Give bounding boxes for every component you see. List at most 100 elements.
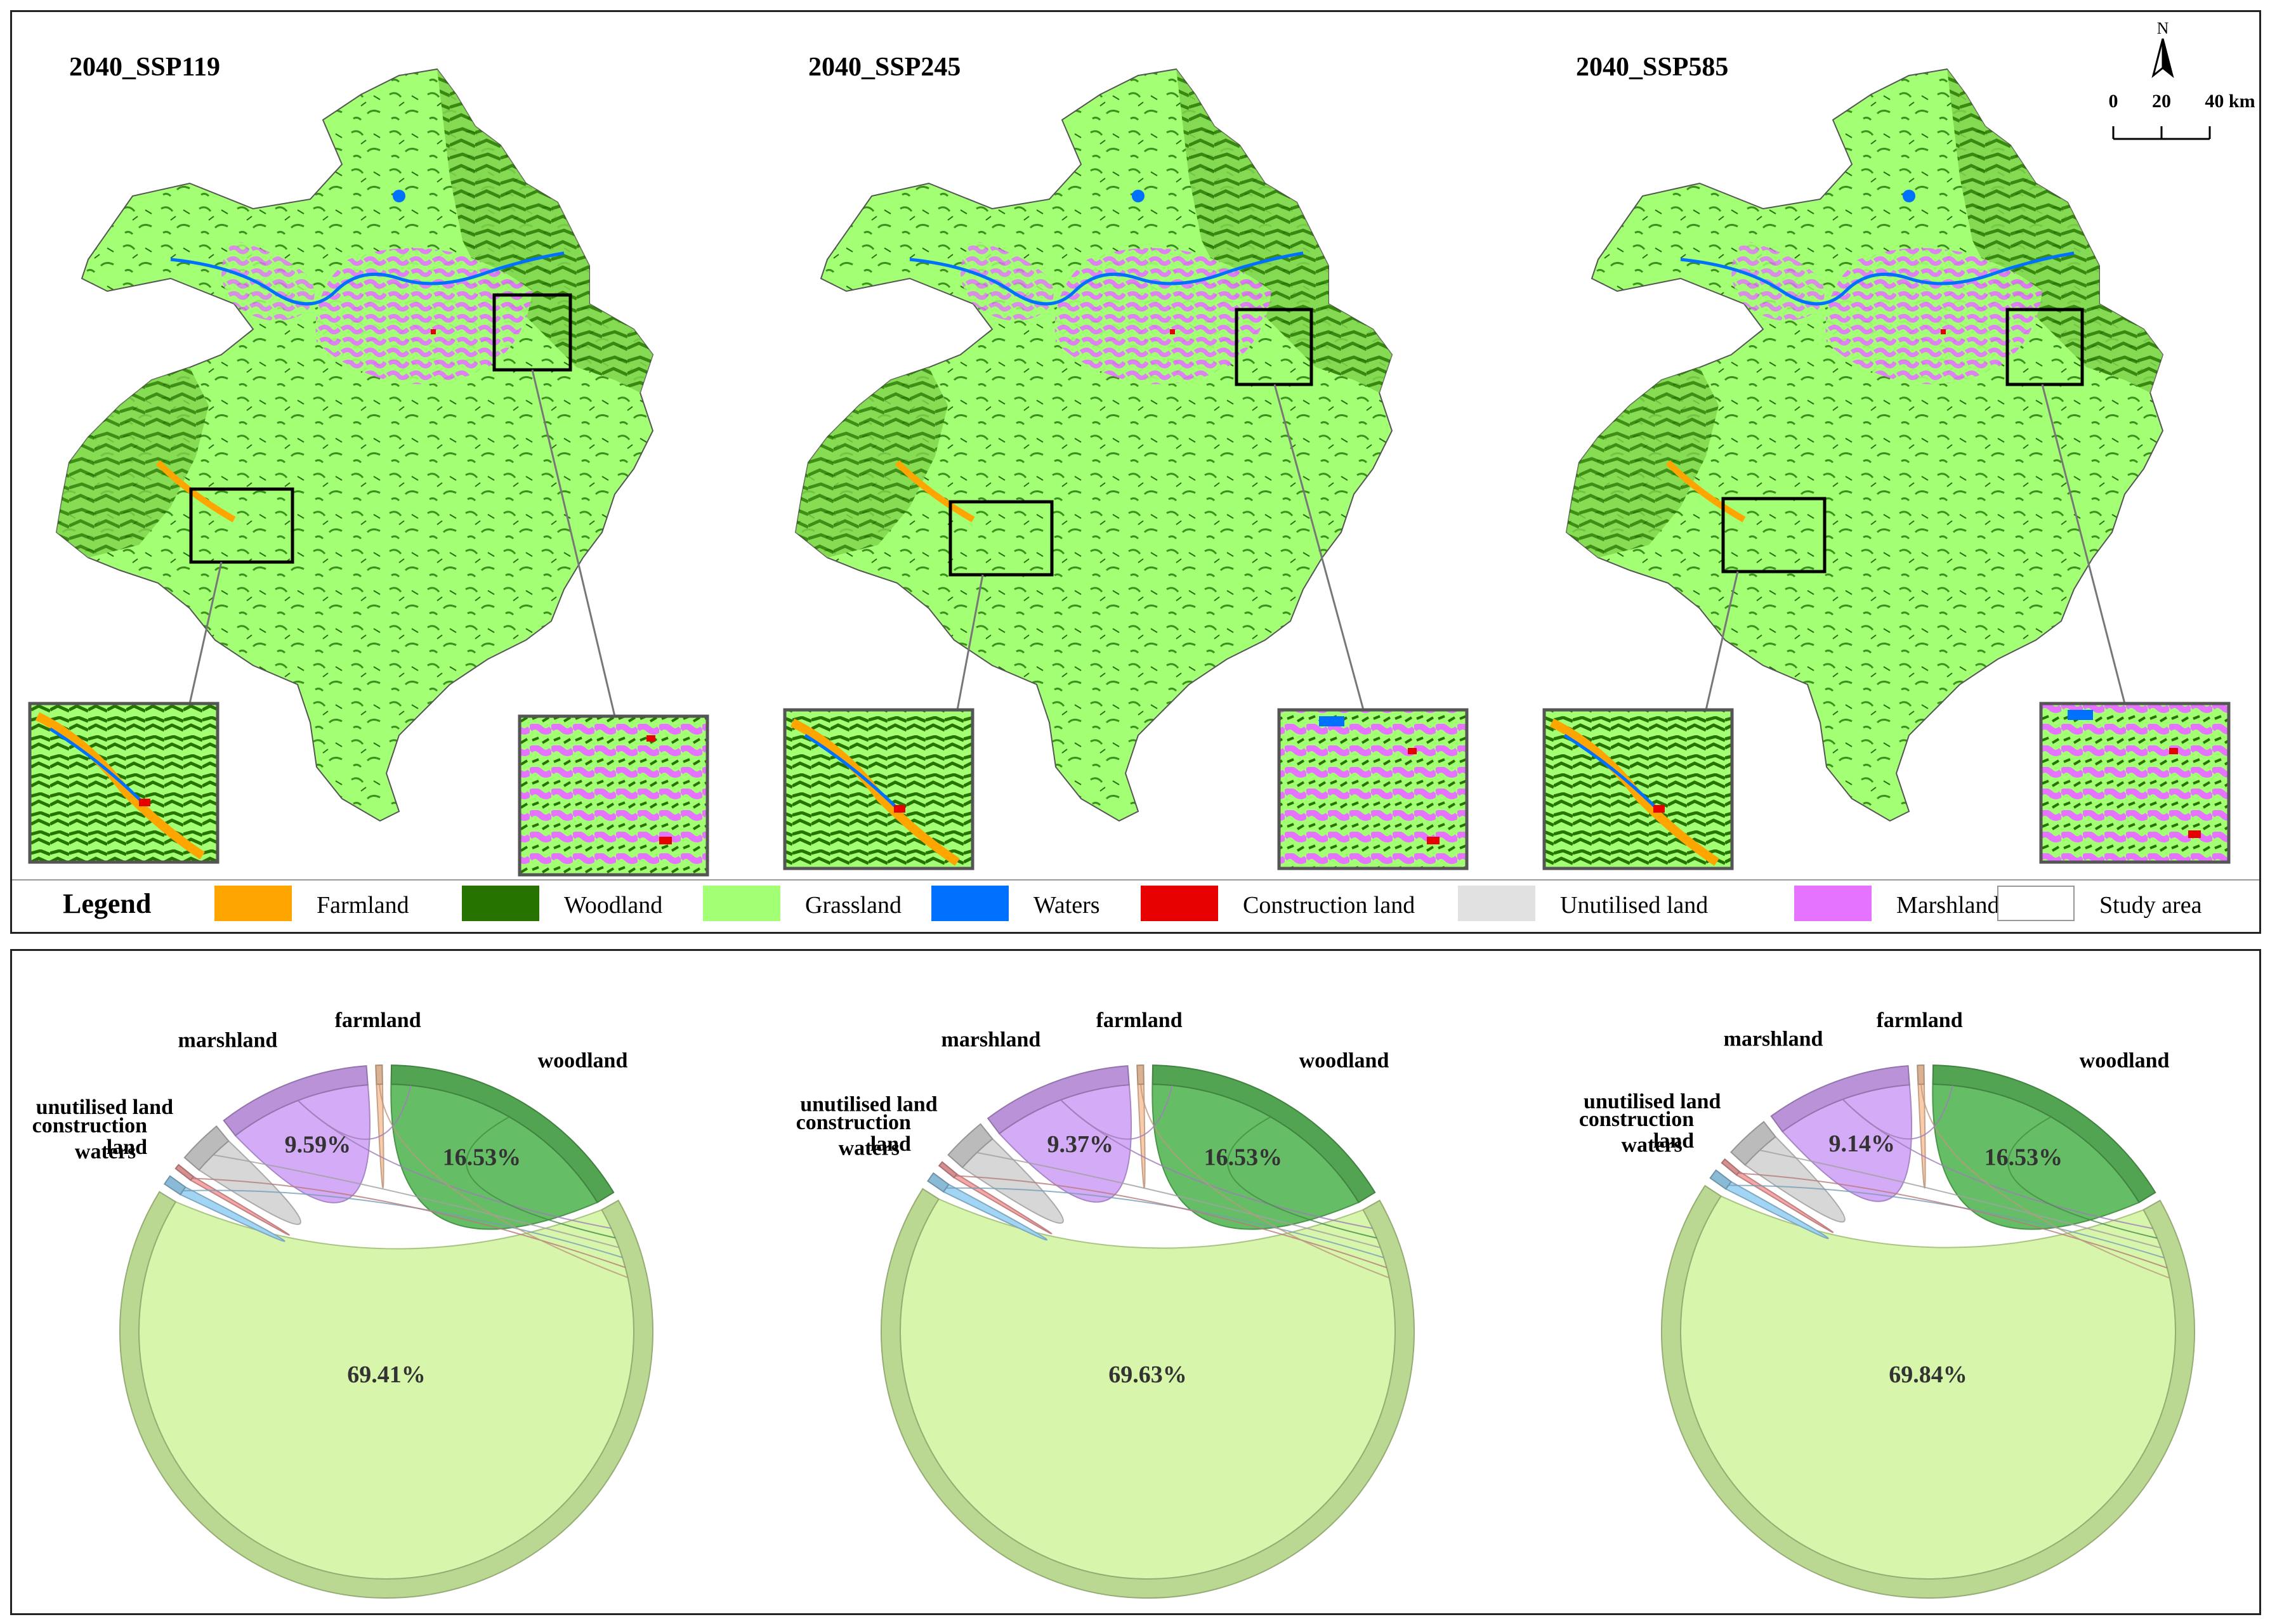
chord-arc-farmland [1136, 1064, 1145, 1085]
chord-label-woodland: woodland [1299, 1049, 1389, 1073]
chord-arc-woodland [390, 1064, 615, 1203]
chord-arc-waters [1709, 1169, 1733, 1190]
chord-arc-construction-land [174, 1163, 195, 1181]
legend-swatch-unutilised-land [1458, 886, 1535, 921]
chord-ribbon-marshland-to-woodland [1060, 1085, 1173, 1140]
zoom-set-ssp585 [1542, 308, 2231, 870]
scale-tick-40: 40 km [2205, 91, 2255, 112]
chord-arc-unutilised-land [1730, 1120, 1776, 1166]
legend-swatch-farmland [214, 886, 292, 921]
map-ssp119 [56, 69, 653, 822]
legend-title: Legend [63, 888, 151, 919]
chord-label-construction-land-0: construction [32, 1114, 147, 1137]
chord-ribbon-unutilised-land-to-grassland [976, 1151, 1381, 1248]
pct-label-woodland: 16.53% [1985, 1144, 2063, 1171]
pct-label-grassland: 69.84% [1889, 1361, 1967, 1388]
chord-arc-marshland [1770, 1065, 1910, 1133]
map-title-ssp245: 2040_SSP245 [808, 53, 961, 82]
legend-label-construction-land: Construction land [1243, 892, 1415, 919]
chord-label-waters: waters [75, 1140, 136, 1163]
chord-arc-construction-land [938, 1161, 958, 1179]
legend-label-woodland: Woodland [564, 892, 662, 919]
pct-label-grassland: 69.63% [1108, 1361, 1187, 1388]
pct-label-marshland: 9.37% [1047, 1131, 1113, 1158]
legend-label-unutilised-land: Unutilised land [1560, 892, 1708, 919]
scale-bar: 0 20 40 km [2109, 91, 2255, 140]
chord-arc-waters [927, 1172, 950, 1193]
zoom-box [189, 487, 294, 564]
legend-label-farmland: Farmland [317, 892, 409, 919]
chord-ribbon-woodland-to-grassland [2007, 1116, 2158, 1239]
chord-label-unutilised-land: unutilised land [36, 1096, 173, 1119]
legend: Farmland Woodland Grassland Waters Construct… [214, 886, 2202, 921]
chord-ribbon-construction-land-to-grassland [1738, 1172, 2168, 1269]
legend-swatch-study-area [1997, 886, 2075, 921]
chord-ribbon-waters-to-grassland [946, 1187, 1384, 1259]
chord-ribbon-waters-to-grassland [183, 1189, 623, 1259]
chord-label-waters: waters [1621, 1133, 1682, 1156]
chord-diagram-2040-ssp119: farmlandwoodland16.53%grassland69.41%wat… [32, 1009, 653, 1599]
chord-ribbon-unutilised-land-to-grassland [1759, 1149, 2162, 1249]
chord-ribbon-farmland-to-grassland [1920, 1084, 2170, 1279]
map-panel: 2040_SSP119 2040_SSP245 2040_SSP585 N 0 … [10, 10, 2261, 934]
chord-ribbon-construction-land-to-grassland [955, 1175, 1388, 1269]
scale-tick-20: 20 [2152, 91, 2171, 112]
pct-label-marshland: 9.59% [285, 1132, 351, 1158]
chord-ribbon-farmland-to-grassland [1140, 1084, 1390, 1279]
chord-label-construction-land-0: construction [1579, 1108, 1694, 1131]
chord-ribbon-woodland-to-grassland [466, 1116, 616, 1239]
chord-arc-grassland [119, 1191, 653, 1599]
chord-label-marshland: marshland [178, 1029, 278, 1052]
chord-ribbon-marshland-to-woodland [297, 1085, 412, 1140]
chord-label-waters: waters [839, 1137, 900, 1160]
legend-label-study-area: Study area [2099, 892, 2202, 919]
chord-label-farmland: farmland [1096, 1009, 1183, 1032]
chord-ribbon-unutilised-land-to-grassland [213, 1154, 620, 1248]
chord-ribbon-waters-to-grassland [1728, 1184, 2165, 1259]
pct-label-marshland: 9.14% [1828, 1130, 1895, 1157]
chord-arc-unutilised-land [183, 1125, 230, 1171]
chord-arc-farmland [1917, 1064, 1925, 1085]
chord-label-marshland: marshland [1724, 1027, 1823, 1051]
map-ssp585 [1566, 69, 2163, 822]
chord-arc-woodland [1932, 1064, 2156, 1203]
legend-swatch-waters [931, 886, 1009, 921]
chord-label-construction-land-0: construction [796, 1111, 911, 1134]
chord-label-construction-land-1: land [1653, 1129, 1694, 1153]
chord-arc-marshland [223, 1065, 369, 1137]
map-title-ssp119: 2040_SSP119 [69, 53, 220, 82]
north-arrow-icon: N [2151, 19, 2174, 78]
legend-label-grassland: Grassland [805, 892, 902, 919]
zoom-box [948, 500, 1054, 577]
zoom-set-ssp245 [783, 308, 1469, 870]
map-title-ssp585: 2040_SSP585 [1576, 53, 1728, 82]
pct-label-grassland: 69.41% [347, 1361, 426, 1388]
chord-label-construction-land-1: land [870, 1132, 911, 1156]
chord-label-woodland: woodland [2080, 1049, 2170, 1073]
legend-swatch-marshland [1794, 886, 1872, 921]
inset-map [2039, 702, 2231, 864]
chord-panel: farmlandwoodland16.53%grassland69.41%wat… [10, 949, 2261, 1615]
zoom-box [2005, 308, 2084, 386]
legend-swatch-construction-land [1141, 886, 1218, 921]
chord-arc-marshland [987, 1065, 1130, 1135]
pct-label-woodland: 16.53% [1204, 1144, 1283, 1171]
chord-ribbon-woodland-to-grassland [1227, 1116, 1377, 1239]
chord-ribbon-construction-land-to-grassland [192, 1177, 626, 1268]
chord-arc-grassland [1661, 1184, 2195, 1599]
chord-arc-woodland [1151, 1064, 1376, 1203]
chord-label-construction-land-1: land [107, 1136, 147, 1159]
chord-arc-construction-land [1721, 1158, 1741, 1176]
scale-tick-0: 0 [2109, 91, 2118, 112]
chord-label-marshland: marshland [941, 1028, 1041, 1052]
north-label: N [2157, 19, 2169, 37]
zoom-box [1721, 497, 1827, 573]
chord-ribbon-marshland-to-woodland [1842, 1085, 1953, 1140]
chord-ribbon-farmland-to-grassland [379, 1084, 628, 1278]
inset-map [1277, 708, 1469, 870]
legend-swatch-woodland [462, 886, 539, 921]
chord-arc-grassland [881, 1188, 1415, 1599]
chord-diagram-2040-ssp245: farmlandwoodland16.53%grassland69.63%wat… [796, 1009, 1415, 1599]
chord-arc-unutilised-land [947, 1123, 994, 1169]
pct-label-woodland: 16.53% [443, 1144, 522, 1171]
